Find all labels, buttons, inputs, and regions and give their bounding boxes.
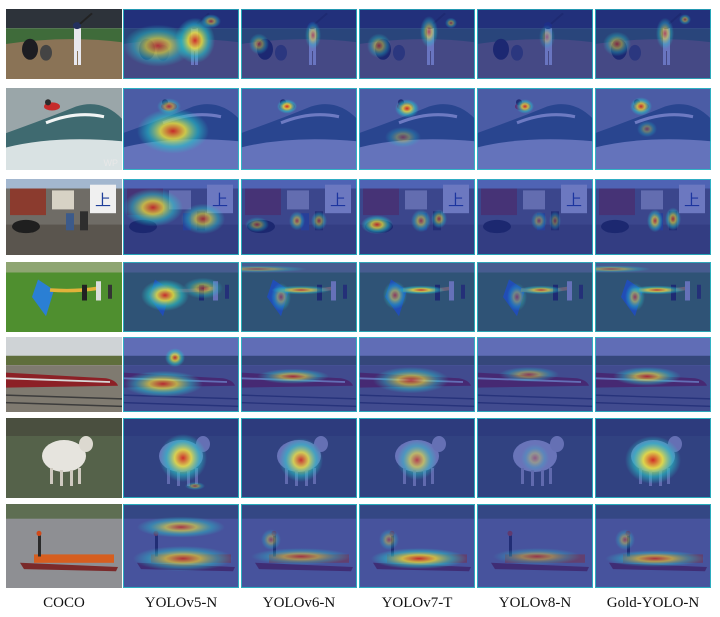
heatmap-street-motorcycles-col-1: 上 (123, 179, 239, 255)
heatmap-baseball-batter-col-5 (595, 9, 711, 79)
image-train-original (6, 337, 122, 412)
heatmap-street-motorcycles-col-5: 上 (595, 179, 711, 255)
image-street-motorcycles-original: 上 (6, 179, 122, 255)
column-label-0: COCO (43, 595, 85, 611)
watermark-text: WP (103, 158, 119, 168)
image-sheep-original (6, 418, 122, 498)
column-label-1: YOLOv5-N (144, 595, 218, 611)
column-label-4: YOLOv8-N (498, 595, 572, 611)
heatmap-train-col-5 (595, 337, 711, 412)
heatmap-sheep-col-2 (241, 418, 357, 498)
heatmap-surfer-wave-col-3 (359, 88, 475, 170)
heatmap-baseball-batter-col-2 (241, 9, 357, 79)
heatmap-sheep-col-4 (477, 418, 593, 498)
heatmap-sheep-col-1 (123, 418, 239, 498)
heatmap-surfer-wave-col-2 (241, 88, 357, 170)
column-label-5: Gold-YOLO-N (606, 595, 700, 611)
heatmap-street-motorcycles-col-2: 上 (241, 179, 357, 255)
image-kite-field-original (6, 262, 122, 332)
heatmap-dragon-boat-col-2 (241, 504, 357, 588)
heatmap-train-col-2 (241, 337, 357, 412)
heatmap-kite-field-col-5 (595, 262, 711, 332)
heatmap-dragon-boat-col-4 (477, 504, 593, 588)
heatmap-train-col-3 (359, 337, 475, 412)
svg-text:上: 上 (95, 192, 111, 210)
column-label-2: YOLOv6-N (262, 595, 336, 611)
heatmap-surfer-wave-col-4 (477, 88, 593, 170)
image-dragon-boat-original (6, 504, 122, 588)
heatmap-surfer-wave-col-1 (123, 88, 239, 170)
heatmap-baseball-batter-col-1 (123, 9, 239, 79)
heatmap-street-motorcycles-col-3: 上 (359, 179, 475, 255)
column-label-3: YOLOv7-T (381, 595, 453, 611)
heatmap-sheep-col-3 (359, 418, 475, 498)
heatmap-dragon-boat-col-1 (123, 504, 239, 588)
heatmap-kite-field-col-2 (241, 262, 357, 332)
heatmap-dragon-boat-col-5 (595, 504, 711, 588)
heatmap-street-motorcycles-col-4: 上 (477, 179, 593, 255)
heatmap-kite-field-col-4 (477, 262, 593, 332)
heatmap-kite-field-col-1 (123, 262, 239, 332)
heatmap-kite-field-col-3 (359, 262, 475, 332)
image-surfer-wave-original: WP (6, 88, 122, 170)
heatmap-train-col-4 (477, 337, 593, 412)
heatmap-surfer-wave-col-5 (595, 88, 711, 170)
heatmap-baseball-batter-col-3 (359, 9, 475, 79)
heatmap-train-col-1 (123, 337, 239, 412)
heatmap-baseball-batter-col-4 (477, 9, 593, 79)
heatmap-sheep-col-5 (595, 418, 711, 498)
image-baseball-batter-original (6, 9, 122, 79)
heatmap-dragon-boat-col-3 (359, 504, 475, 588)
